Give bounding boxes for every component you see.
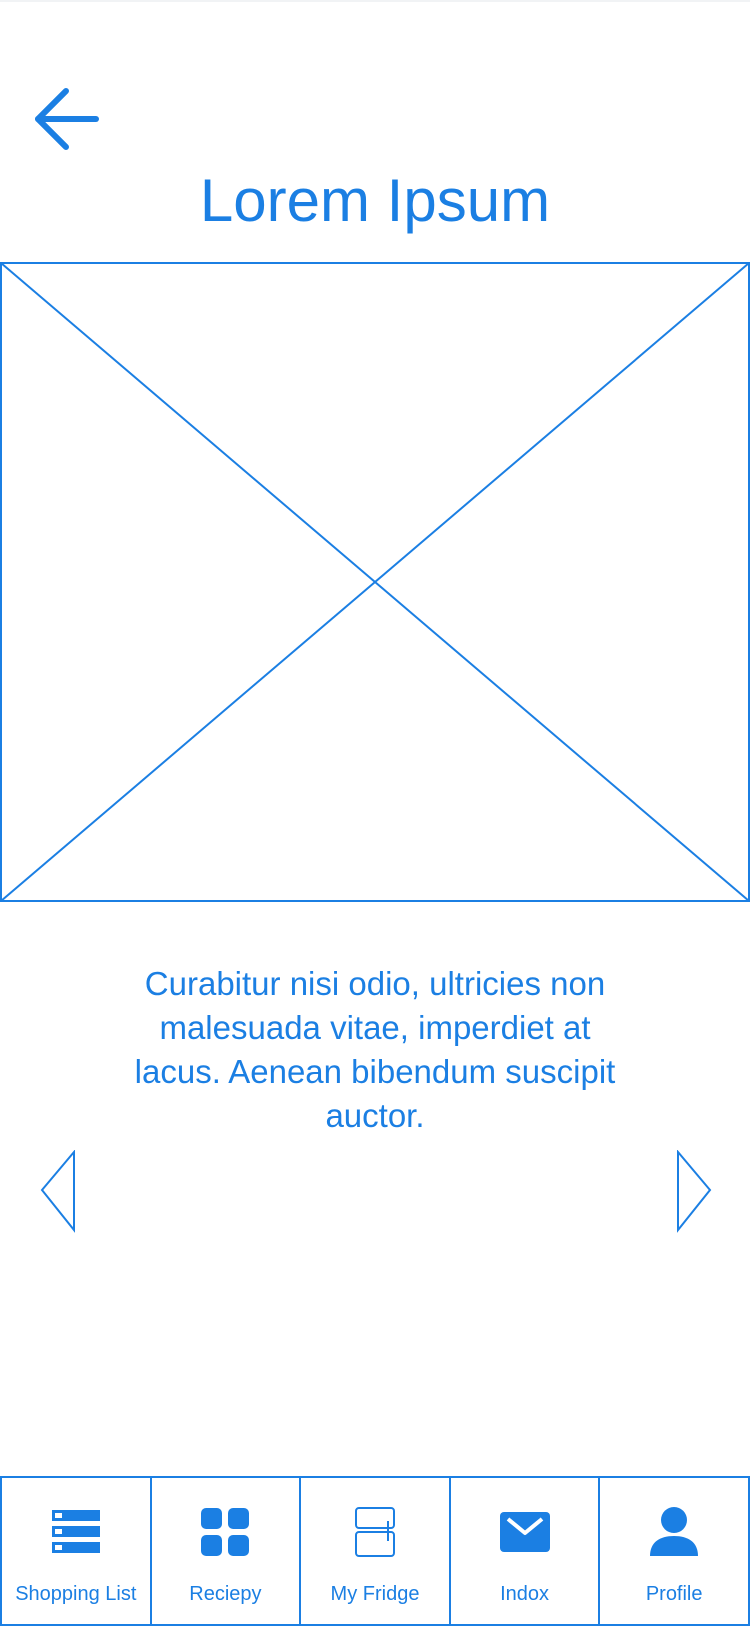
nav-item-profile[interactable]: Profile bbox=[598, 1476, 750, 1626]
fridge-icon bbox=[354, 1507, 395, 1557]
back-button[interactable] bbox=[30, 82, 104, 156]
grid-icon bbox=[201, 1508, 250, 1556]
nav-label-profile: Profile bbox=[645, 1583, 703, 1605]
nav-item-indox[interactable]: Indox bbox=[448, 1476, 601, 1626]
list-icon bbox=[51, 1510, 100, 1553]
nav-label-reciepy: Reciepy bbox=[189, 1583, 262, 1605]
description-text: Curabitur nisi odio, ultricies non males… bbox=[134, 965, 616, 1134]
chevron-right-icon bbox=[677, 1149, 712, 1233]
nav-item-my-fridge[interactable]: My Fridge bbox=[299, 1476, 451, 1626]
page-title: Lorem Ipsum bbox=[199, 167, 551, 234]
nav-label-my-fridge: My Fridge bbox=[330, 1583, 420, 1605]
nav-item-reciepy[interactable]: Reciepy bbox=[149, 1476, 302, 1626]
mail-icon bbox=[499, 1512, 550, 1552]
image-placeholder bbox=[0, 262, 750, 902]
bottom-navigation: Shopping List Reciepy My Fridge Indox Pr… bbox=[0, 1476, 750, 1626]
nav-item-shopping-list[interactable]: Shopping List bbox=[0, 1476, 152, 1626]
next-button[interactable] bbox=[672, 1149, 714, 1234]
status-bar-divider bbox=[0, 0, 750, 2]
arrow-left-icon bbox=[35, 88, 99, 150]
previous-button[interactable] bbox=[38, 1149, 80, 1234]
nav-label-shopping-list: Shopping List bbox=[15, 1583, 137, 1605]
image-placeholder-icon bbox=[0, 262, 750, 902]
user-icon bbox=[650, 1507, 699, 1556]
nav-label-indox: Indox bbox=[500, 1583, 550, 1605]
chevron-left-icon bbox=[40, 1149, 75, 1233]
